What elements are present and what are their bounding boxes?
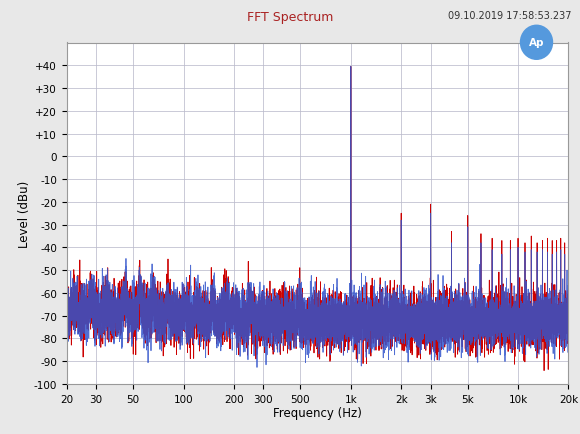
Y-axis label: Level (dBu): Level (dBu) bbox=[18, 180, 31, 247]
Text: Ap: Ap bbox=[529, 38, 544, 48]
Circle shape bbox=[520, 26, 553, 60]
Text: FFT Spectrum: FFT Spectrum bbox=[247, 11, 333, 24]
X-axis label: Frequency (Hz): Frequency (Hz) bbox=[273, 407, 362, 420]
Text: 09.10.2019 17:58:53.237: 09.10.2019 17:58:53.237 bbox=[448, 11, 571, 21]
